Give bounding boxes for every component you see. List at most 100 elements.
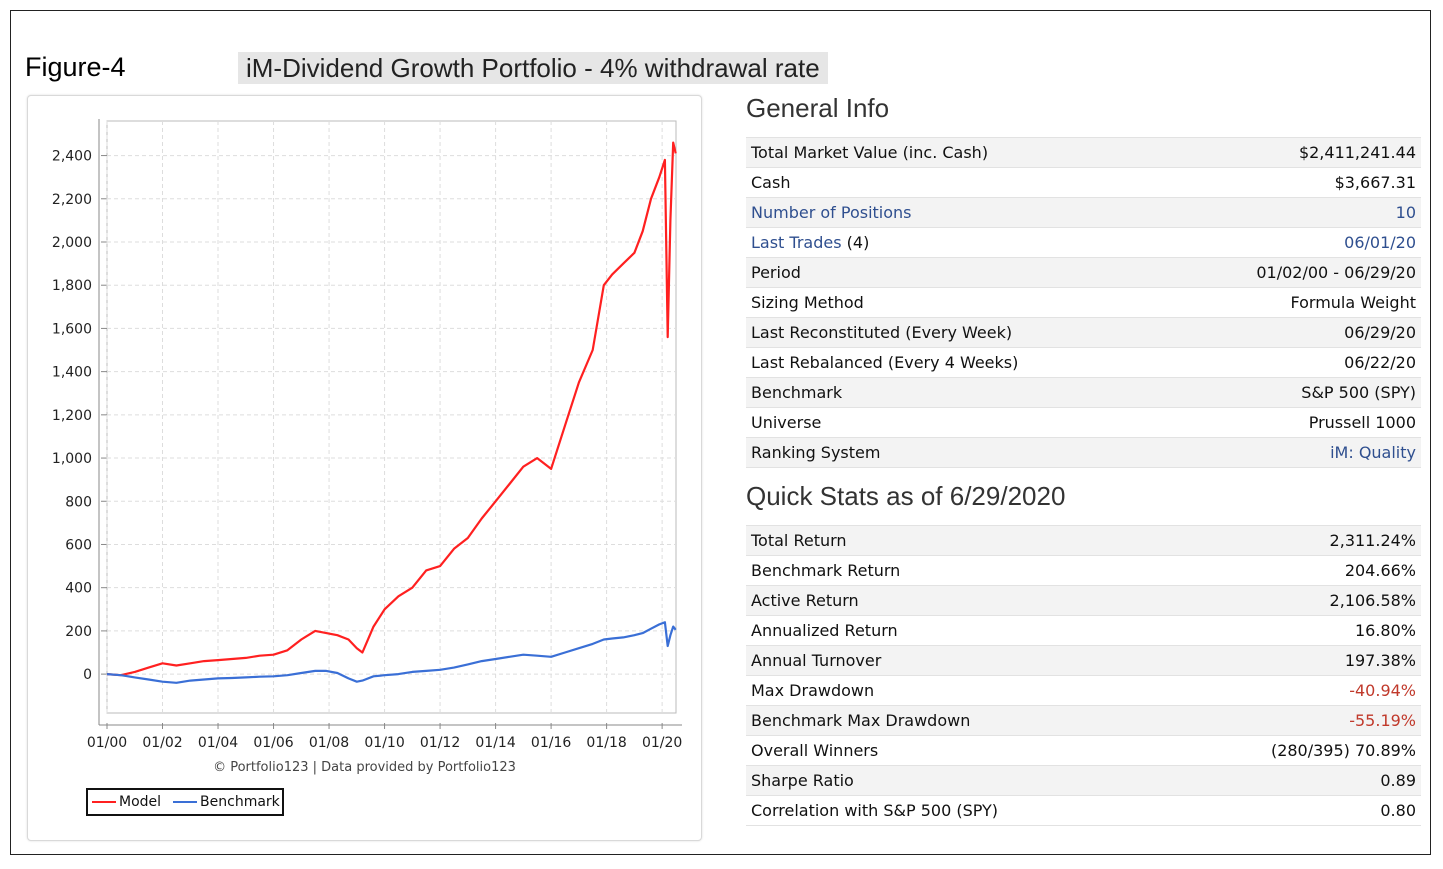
y-tick-label: 2,400 [52, 149, 92, 165]
quick-stats-value: -40.94% [1167, 675, 1421, 706]
quick-stats-title: Quick Stats as of 6/29/2020 [746, 481, 1066, 511]
general-info-label-cell: Last Reconstituted (Every Week) [746, 317, 1165, 348]
legend-swatch-benchmark [173, 801, 198, 803]
general-info-title: General Info [746, 93, 890, 123]
general-info-label-cell: Period [746, 257, 1165, 288]
quick-stats-label: Annualized Return [751, 621, 898, 640]
series-line-benchmark [106, 621, 677, 684]
quick-stats-label: Benchmark Return [751, 561, 901, 580]
y-tick-label: 2,200 [52, 192, 92, 208]
general-info-label-cell: Benchmark [746, 377, 1165, 408]
y-tick-label: 1,800 [52, 278, 92, 294]
x-tick-label: 01/14 [475, 735, 515, 751]
quick-stats-label: Overall Winners [751, 741, 879, 760]
performance-chart: 0 200 400 600 800 1,000 1,200 1,400 1,600 1,800 2,… [52, 119, 682, 751]
quick-stats-row: Max Drawdown -40.94% [746, 675, 1421, 706]
general-info-row: Ranking System iM: Quality [746, 437, 1421, 468]
plot-area [106, 120, 677, 714]
quick-stats-row: Benchmark Return 204.66% [746, 555, 1421, 586]
general-info-label-cell: Ranking System [746, 437, 1165, 468]
general-info-value[interactable]: 10 [1164, 197, 1421, 228]
quick-stats-row: Annual Turnover 197.38% [746, 645, 1421, 676]
general-info-label: Cash [751, 173, 791, 192]
general-info-value: $3,667.31 [1164, 167, 1421, 198]
legend-item-model: Model [92, 794, 161, 810]
quick-stats-value: (280/395) 70.89% [1167, 735, 1421, 766]
quick-stats-label: Correlation with S&P 500 (SPY) [751, 801, 999, 820]
figure-title: iM-Dividend Growth Portfolio - 4% withdr… [238, 52, 828, 84]
y-tick-label: 800 [65, 494, 92, 510]
general-info-row: Sizing Method Formula Weight [746, 287, 1421, 318]
chart-credit: © Portfolio123 | Data provided by Portfo… [213, 760, 516, 775]
general-info-value: S&P 500 (SPY) [1164, 377, 1421, 408]
general-info-label: Benchmark [751, 383, 843, 402]
general-info-value: 01/02/00 - 06/29/20 [1164, 257, 1421, 288]
x-tick-label: 01/08 [309, 735, 349, 751]
general-info-label: Universe [751, 413, 822, 432]
quick-stats-row: Annualized Return 16.80% [746, 615, 1421, 646]
quick-stats-label-cell: Sharpe Ratio [746, 765, 1168, 796]
y-tick-label: 1,200 [52, 408, 92, 424]
general-info-label[interactable]: Last Trades [751, 233, 842, 252]
quick-stats-row: Benchmark Max Drawdown -55.19% [746, 705, 1421, 736]
general-info-value[interactable]: iM: Quality [1164, 437, 1421, 468]
general-info-row: Last Trades (4) 06/01/20 [746, 227, 1421, 258]
quick-stats-label: Max Drawdown [751, 681, 875, 700]
general-info-value: 06/22/20 [1164, 347, 1421, 378]
quick-stats-label-cell: Overall Winners [746, 735, 1168, 766]
general-info-value: Prussell 1000 [1164, 407, 1421, 438]
general-info-value: $2,411,241.44 [1164, 137, 1421, 168]
general-info-label-cell: Total Market Value (inc. Cash) [746, 137, 1165, 168]
general-info-value: Formula Weight [1164, 287, 1421, 318]
x-tick-label: 01/02 [142, 735, 182, 751]
quick-stats-row: Overall Winners (280/395) 70.89% [746, 735, 1421, 766]
quick-stats-label-cell: Annualized Return [746, 615, 1168, 646]
quick-stats-row: Total Return 2,311.24% [746, 525, 1421, 556]
general-info-label[interactable]: Number of Positions [751, 203, 912, 222]
quick-stats-label: Total Return [751, 531, 847, 550]
y-tick-label: 2,000 [52, 235, 92, 251]
quick-stats-label: Sharpe Ratio [751, 771, 854, 790]
legend-item-benchmark: Benchmark [173, 794, 280, 810]
quick-stats-value: -55.19% [1167, 705, 1421, 736]
legend-label-benchmark: Benchmark [200, 794, 280, 810]
general-info-label-cell: Universe [746, 407, 1165, 438]
general-info-row: Universe Prussell 1000 [746, 407, 1421, 438]
general-info-label-cell: Sizing Method [746, 287, 1165, 318]
quick-stats-value: 204.66% [1167, 555, 1421, 586]
quick-stats-label: Active Return [751, 591, 859, 610]
figure-label: Figure-4 [25, 52, 126, 82]
general-info-label-cell: Last Rebalanced (Every 4 Weeks) [746, 347, 1165, 378]
legend-label-model: Model [119, 794, 162, 810]
general-info-row: Total Market Value (inc. Cash) $2,411,241… [746, 137, 1421, 168]
x-tick-label: 01/12 [420, 735, 460, 751]
figure-frame [10, 10, 1431, 855]
y-tick-label: 200 [65, 624, 92, 640]
general-info-table: Total Market Value (inc. Cash) $2,411,241… [746, 137, 1421, 468]
general-info-row: Last Rebalanced (Every 4 Weeks) 06/22/20 [746, 347, 1421, 378]
quick-stats-label: Annual Turnover [751, 651, 882, 670]
x-tick-label: 01/04 [198, 735, 238, 751]
y-tick-label: 1,000 [52, 451, 92, 467]
quick-stats-value: 0.80 [1167, 795, 1421, 826]
general-info-label: Last Rebalanced (Every 4 Weeks) [751, 353, 1019, 372]
x-tick-label: 01/18 [586, 735, 626, 751]
quick-stats-row: Correlation with S&P 500 (SPY) 0.80 [746, 795, 1421, 826]
general-info-label-cell: Cash [746, 167, 1165, 198]
quick-stats-value: 0.89 [1167, 765, 1421, 796]
general-info-row: Last Reconstituted (Every Week) 06/29/20 [746, 317, 1421, 348]
general-info-value: 06/29/20 [1164, 317, 1421, 348]
x-tick-label: 01/16 [531, 735, 571, 751]
general-info-value[interactable]: 06/01/20 [1164, 227, 1421, 258]
x-tick-label: 01/00 [87, 735, 127, 751]
quick-stats-row: Active Return 2,106.58% [746, 585, 1421, 616]
quick-stats-label: Benchmark Max Drawdown [751, 711, 971, 730]
general-info-label: Total Market Value (inc. Cash) [751, 143, 989, 162]
general-info-label-cell: Number of Positions [746, 197, 1165, 228]
general-info-label-cell: Last Trades (4) [746, 227, 1165, 258]
quick-stats-value: 2,311.24% [1167, 525, 1421, 556]
series-line-model [106, 141, 677, 677]
general-info-row: Benchmark S&P 500 (SPY) [746, 377, 1421, 408]
quick-stats-label-cell: Correlation with S&P 500 (SPY) [746, 795, 1168, 826]
quick-stats-row: Sharpe Ratio 0.89 [746, 765, 1421, 796]
